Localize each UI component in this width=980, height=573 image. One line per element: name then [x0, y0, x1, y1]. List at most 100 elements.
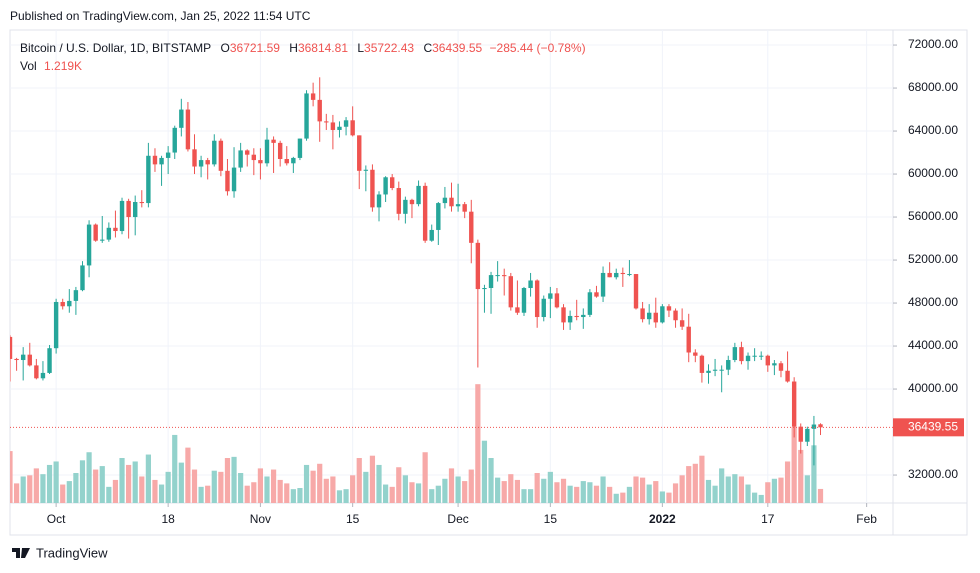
candle-body [528, 280, 533, 288]
volume-bar [264, 476, 270, 503]
volume-bar [112, 479, 119, 503]
volume-bar [488, 458, 494, 503]
candle-body [100, 239, 105, 241]
volume-bar [270, 469, 277, 503]
ohlc-value: 36721.59 [229, 41, 280, 55]
volume-bar [290, 489, 296, 503]
y-tick-label: 64000.00 [908, 123, 958, 137]
volume-bar [396, 467, 402, 503]
candle-body [106, 227, 112, 240]
y-tick-label: 60000.00 [908, 166, 958, 180]
candle-body [594, 292, 599, 297]
volume-bar [633, 476, 639, 503]
volume-bar [699, 455, 705, 503]
axes: 72000.00 68000.00 64000.00 60000.00 56000.00… [47, 37, 964, 526]
volume-bar [541, 478, 547, 503]
candle-body [185, 109, 191, 150]
logo-icon [12, 548, 30, 558]
volume-bar [804, 475, 810, 503]
chart-frame [9, 29, 968, 536]
volume-bar [303, 464, 310, 503]
candle-body [198, 160, 204, 167]
volume-bar [73, 473, 79, 503]
candle-body [113, 227, 118, 232]
volume-bar [448, 468, 455, 503]
volume-bar [501, 481, 507, 503]
candle-body [660, 306, 665, 323]
volume-bar [145, 454, 151, 503]
volume-bar [369, 455, 376, 503]
volume-bar [158, 484, 165, 503]
candle-body [436, 203, 441, 230]
volume-bar [429, 489, 435, 503]
candle-body [508, 276, 514, 308]
candle-body [139, 202, 144, 204]
volume-bar [778, 477, 784, 503]
candle-body [798, 426, 803, 442]
volume-bar [580, 481, 586, 503]
volume-bar [178, 462, 184, 503]
volume-bar [653, 481, 659, 503]
candle-body [258, 160, 263, 164]
x-tick-label: Nov [250, 512, 271, 526]
candle-body [205, 160, 210, 165]
volume-bar [587, 482, 593, 503]
volume-bar [442, 478, 448, 503]
volume-bar [119, 458, 125, 503]
candle-body [666, 306, 672, 311]
footer-logo [12, 548, 30, 558]
candle-body [686, 326, 691, 353]
volume-bar [257, 468, 264, 503]
volume-bar [455, 476, 461, 503]
candle-body [765, 355, 770, 366]
volume-bar [475, 384, 481, 503]
volume-bar [422, 452, 428, 503]
volume-bar [251, 482, 257, 503]
candle-body [534, 280, 540, 318]
candle-body [159, 157, 164, 165]
candle-body [86, 224, 92, 266]
candle-body [706, 370, 711, 373]
volume-bar [705, 479, 712, 503]
volume-bar [350, 475, 356, 503]
legend: Bitcoin / U.S. Dollar, 1D, BITSTAMP O367… [20, 39, 590, 75]
volume-bar [462, 481, 468, 503]
volume-bar [521, 489, 527, 503]
candle-body [607, 272, 612, 278]
volume-bar [106, 486, 112, 503]
volume-bar [613, 493, 619, 503]
candle-body [133, 202, 138, 218]
candle-body [403, 199, 408, 214]
ohlc-label: H [289, 41, 298, 55]
volume-bar [165, 471, 171, 503]
candle-body [759, 355, 764, 357]
volume-bar [679, 475, 685, 503]
volume-bar [20, 476, 26, 503]
volume-bar [560, 478, 567, 503]
candle-body [785, 370, 790, 382]
grid [10, 30, 893, 503]
candle-body [67, 300, 72, 307]
volume-bar [93, 469, 99, 503]
volume-row: Vol 1.219K [20, 57, 590, 75]
candle-body [455, 204, 461, 207]
candle-body [14, 358, 19, 361]
candle-body [396, 188, 401, 214]
volume-bar [527, 489, 534, 503]
candle-body [251, 154, 257, 161]
volume-bar [725, 476, 731, 503]
x-tick-label: 18 [161, 512, 175, 526]
candle-body [745, 355, 751, 362]
volume-bar [126, 464, 132, 503]
volume-bar [383, 484, 389, 503]
candle-body [73, 290, 79, 301]
candle-body [429, 229, 434, 241]
candle-body [818, 424, 823, 428]
candle-body [317, 99, 322, 122]
volume-bar [692, 463, 698, 503]
volume-bar [356, 458, 362, 503]
candle-body [719, 369, 724, 371]
candle-body [231, 167, 237, 192]
volume-bar [211, 470, 217, 503]
candle-body [93, 224, 98, 241]
